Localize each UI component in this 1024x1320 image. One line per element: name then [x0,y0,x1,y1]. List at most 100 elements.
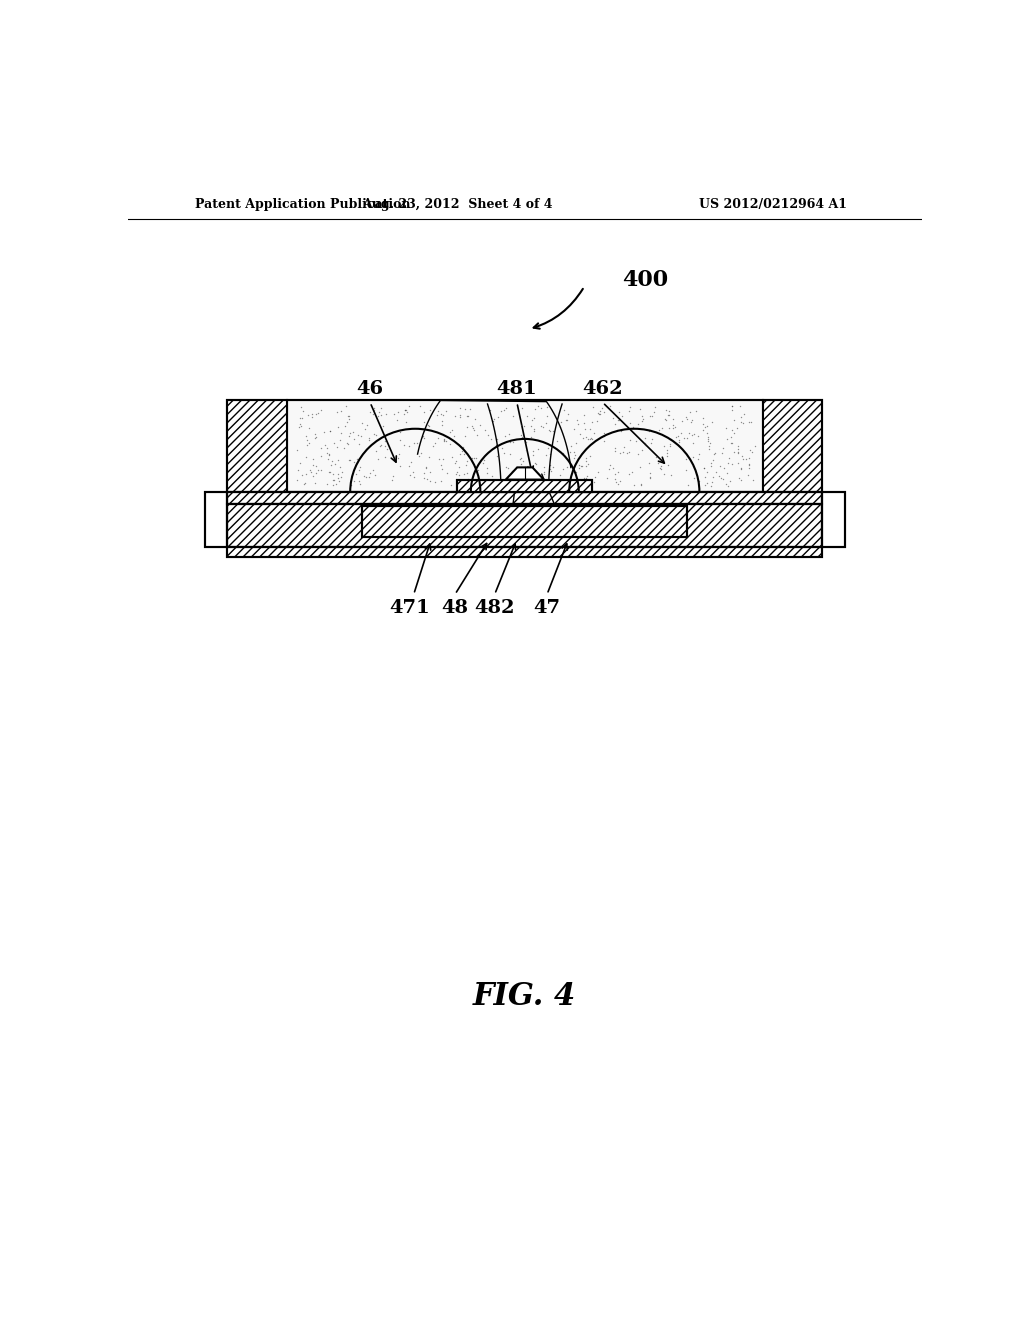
Point [298,425,314,446]
Point [418,457,434,478]
Point [526,459,543,480]
Point [674,411,690,432]
Point [644,405,660,426]
Point [416,428,432,449]
Point [695,408,712,429]
Bar [458,479,592,492]
Point [371,447,387,469]
Bar [362,506,687,536]
Point [660,417,677,438]
Point [610,462,627,483]
Point [331,471,347,492]
Point [690,426,707,447]
Point [671,430,687,451]
Point [475,453,492,474]
Point [571,454,588,475]
Point [647,396,664,417]
Point [494,437,510,458]
Point [512,449,528,470]
Point [318,442,335,463]
Point [729,438,745,459]
Point [527,453,544,474]
Point [650,451,667,473]
Point [349,449,366,470]
Point [686,467,702,488]
Point [341,405,357,426]
Point [626,474,642,495]
Polygon shape [506,467,544,479]
Point [342,450,358,471]
Point [696,457,713,478]
Point [476,420,493,441]
Point [450,462,466,483]
Point [539,396,555,417]
Point [337,416,353,437]
Point [611,471,628,492]
Point [340,405,356,426]
Point [623,429,639,450]
Point [430,428,446,449]
Point [668,426,684,447]
Point [366,397,382,418]
Point [676,428,692,449]
Point [308,455,325,477]
Point [300,417,316,438]
Point [730,436,746,457]
Point [304,407,321,428]
Point [389,447,406,469]
Point [486,409,503,430]
Point [522,466,539,487]
Point [442,475,459,496]
Point [687,400,703,421]
Point [460,405,476,426]
Point [745,470,762,491]
Point [718,417,734,438]
Point [682,401,698,422]
Point [397,399,414,420]
Point [513,414,529,436]
Point [521,463,538,484]
Point [734,445,751,466]
Point [526,418,543,440]
Point [398,401,415,422]
Point [528,454,545,475]
Point [453,444,469,465]
Point [740,412,757,433]
Point [719,429,735,450]
Bar [227,492,822,504]
Text: 462: 462 [583,380,623,399]
Point [430,400,446,421]
Point [657,409,674,430]
Point [652,455,669,477]
Point [724,396,740,417]
Point [525,441,542,462]
Point [323,454,339,475]
Point [315,422,332,444]
Point [345,422,361,444]
Point [642,405,658,426]
Point [377,436,393,457]
Point [724,432,740,453]
Point [341,425,357,446]
Point [740,465,757,486]
Point [551,473,567,494]
Point [681,422,697,444]
Point [578,451,594,473]
Point [465,417,481,438]
Point [350,471,367,492]
Point [518,428,535,449]
Point [373,397,389,418]
Point [596,422,612,444]
Point [545,421,561,442]
Point [584,412,600,433]
Point [470,459,486,480]
Point [743,441,760,462]
Point [489,407,506,428]
Point [525,445,542,466]
Point [729,417,745,438]
Point [633,474,649,495]
Point [398,412,415,433]
Point [548,475,564,496]
Point [746,436,763,457]
Point [575,405,592,426]
